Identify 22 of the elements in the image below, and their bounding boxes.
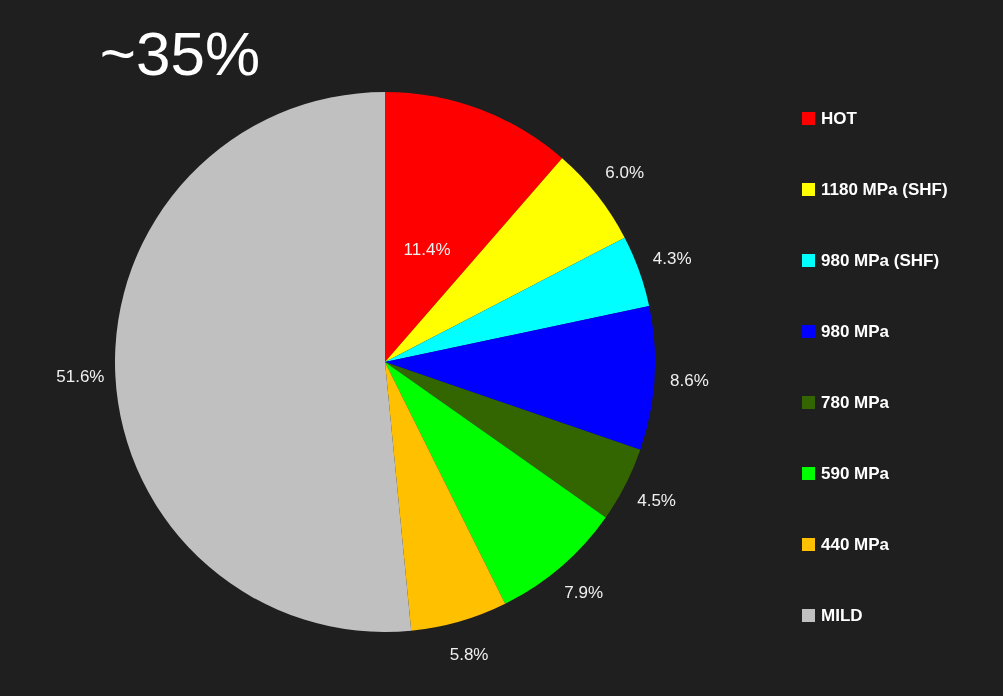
legend-label: 440 MPa [821,534,890,554]
legend-label: HOT [821,108,858,128]
data-label: 6.0% [605,163,645,183]
legend-label: 980 MPa (SHF) [821,250,940,270]
text: ~35% [99,19,261,88]
data-label: 5.8% [449,645,489,665]
pie-slice [385,362,506,631]
legend-label: 590 MPa [821,463,890,483]
pie-slice [385,306,655,450]
legend-label: 1180 MPa (SHF) [821,179,948,199]
data-label: 4.3% [652,249,692,269]
data-label: 8.6% [670,370,709,390]
data-label: 51.6% [56,366,105,386]
pie-slice [385,237,650,362]
legend-label: 980 MPa [821,321,890,341]
data-label: 11.4% [403,239,451,259]
data-label: 7.9% [564,583,604,603]
legend-label: MILD [821,605,863,625]
pie-slice [385,92,563,362]
legend-label: 780 MPa [821,392,890,412]
data-label: 4.5% [637,490,676,510]
pie-slice [385,362,606,604]
